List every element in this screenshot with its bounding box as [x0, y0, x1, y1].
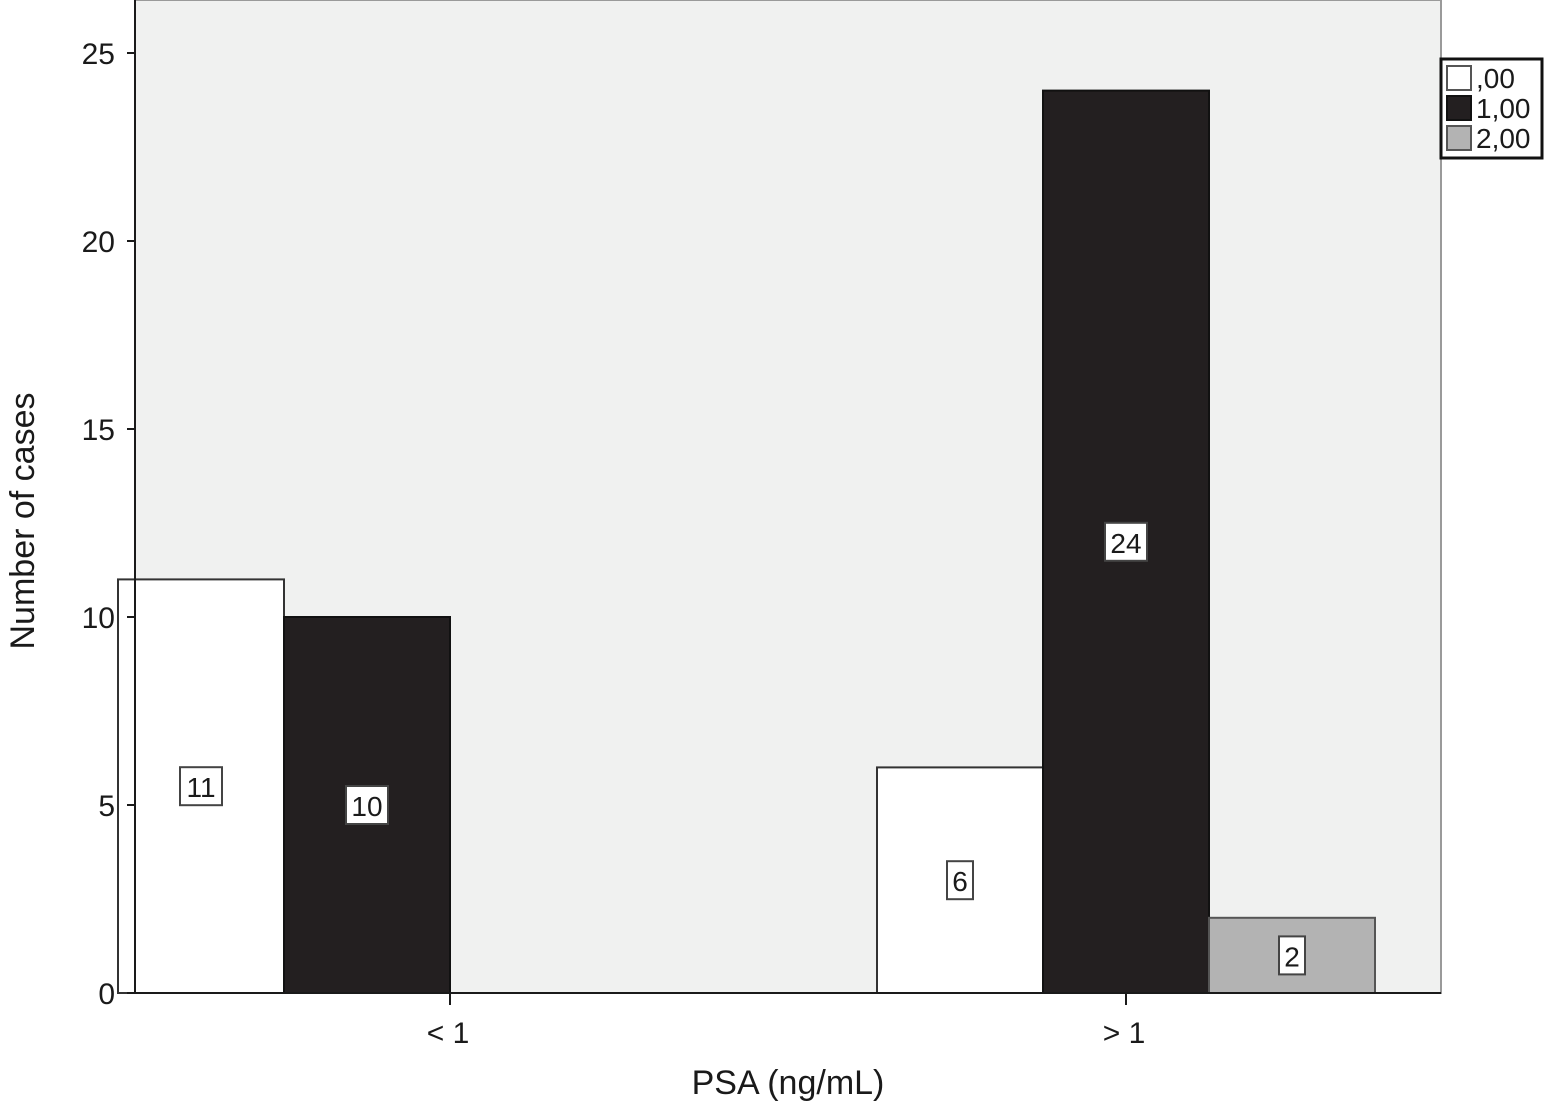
data-label-box — [179, 766, 223, 807]
data-label-box — [946, 860, 974, 901]
data-label: 10 — [351, 791, 382, 822]
legend-swatch — [1446, 125, 1472, 151]
legend: ,001,002,00 — [1439, 57, 1544, 160]
legend-swatch — [1446, 65, 1472, 91]
legend-label: ,00 — [1476, 63, 1515, 94]
axes-group — [134, 0, 1441, 994]
y-tick-label: 15 — [82, 414, 115, 447]
y-ticks-group: 0 5 10 15 20 25 — [82, 38, 135, 1011]
data-label-box — [1104, 521, 1148, 562]
y-tick-label: 25 — [82, 38, 115, 71]
legend-label: 1,00 — [1476, 93, 1531, 124]
y-tick-label: 5 — [98, 790, 115, 823]
y-tick-label: 10 — [82, 602, 115, 635]
data-label-box — [345, 785, 389, 825]
legend-swatch — [1446, 95, 1472, 121]
legend-label: 2,00 — [1476, 123, 1531, 154]
y-tick-label: 0 — [98, 978, 115, 1011]
data-label: 24 — [1110, 528, 1141, 559]
data-labels-group: 11 10 6 24 2 — [179, 521, 1306, 976]
y-axis-title: Number of cases — [4, 393, 42, 650]
data-label: 2 — [1284, 941, 1300, 972]
y-tick-label: 20 — [82, 226, 115, 259]
x-tick-label: > 1 — [1103, 1017, 1146, 1050]
x-ticks-group: < 1 > 1 — [427, 993, 1146, 1050]
x-axis-title: PSA (ng/mL) — [692, 1064, 885, 1102]
x-tick-label: < 1 — [427, 1017, 470, 1050]
data-label-box — [1278, 935, 1306, 976]
data-label: 6 — [952, 866, 968, 897]
data-label: 11 — [186, 772, 215, 803]
